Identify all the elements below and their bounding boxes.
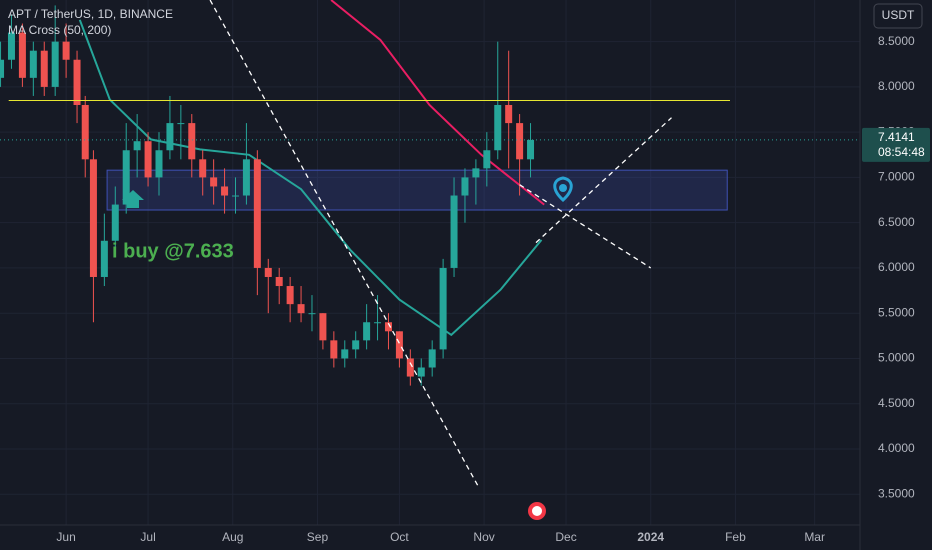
candle-body [18, 32, 26, 78]
x-tick-label: Jun [56, 530, 75, 544]
candle-body [40, 50, 48, 87]
candle-body [100, 240, 108, 277]
last-price-tag [862, 127, 930, 162]
candle-body [7, 32, 15, 60]
y-tick-label: 4.5000 [878, 396, 915, 410]
candle-body [384, 322, 392, 332]
x-tick-label: Nov [473, 530, 494, 544]
y-tick-label: 4.0000 [878, 441, 915, 455]
candle-body [62, 41, 70, 60]
candle-body [330, 340, 338, 359]
candle-body [188, 123, 196, 160]
x-tick-label: Sep [307, 530, 329, 544]
candle-body [374, 322, 382, 324]
candle-body [395, 331, 403, 359]
candle-body [199, 159, 207, 178]
event-icon[interactable] [528, 502, 546, 520]
currency[interactable]: USDT [882, 8, 915, 22]
candle-body [297, 304, 305, 314]
grid [0, 0, 860, 525]
y-tick-label: 8.5000 [878, 34, 915, 48]
x-tick-label: 2024 [637, 530, 664, 544]
candle-body [242, 159, 250, 196]
candle-body [352, 340, 360, 350]
x-tick-label: Dec [555, 530, 576, 544]
y-tick-label: 6.0000 [878, 260, 915, 274]
trend-line [519, 184, 652, 269]
candle-body [253, 159, 261, 268]
indicator-title: MA Cross (50, 200) [8, 23, 111, 37]
candle-body [308, 313, 316, 315]
y-tick-label: 7.0000 [878, 170, 915, 184]
candle-body [89, 159, 97, 277]
candle-body [417, 367, 425, 377]
candle-body [29, 50, 37, 78]
candle-body [264, 267, 272, 277]
candle-body [81, 105, 89, 160]
candle-body [450, 195, 458, 268]
buy-arrow [122, 190, 144, 208]
zone [106, 169, 728, 211]
x-tick-label: Oct [390, 530, 409, 544]
candle-body [210, 177, 218, 187]
candle-body [221, 186, 229, 196]
y-tick-label: 6.5000 [878, 215, 915, 229]
candle-body [472, 168, 480, 178]
last-price: 7.4141 [878, 130, 915, 144]
candle-body [111, 204, 119, 241]
annotation: i buy @7.633 [112, 240, 234, 262]
y-tick-label: 5.5000 [878, 305, 915, 319]
currency-box[interactable] [873, 3, 923, 29]
candle-body [527, 139, 535, 160]
candle-body [73, 59, 81, 105]
candle-body [461, 177, 469, 196]
y-tick-label: 8.0000 [878, 79, 915, 93]
symbol-title: APT / TetherUS, 1D, BINANCE [8, 7, 173, 21]
candle-body [286, 286, 294, 305]
candle-body [363, 322, 371, 341]
moving-average [330, 0, 545, 206]
location-pin [553, 176, 573, 203]
candle-body [516, 123, 524, 160]
x-tick-label: Mar [804, 530, 825, 544]
candle-body [494, 105, 502, 151]
candle-body [0, 59, 5, 78]
candle-body [133, 141, 141, 151]
trend-line [535, 117, 672, 244]
candle-body [177, 123, 185, 125]
countdown: 08:54:48 [878, 145, 925, 159]
candle-body [483, 150, 491, 169]
y-tick-label: 5.0000 [878, 351, 915, 365]
x-tick-label: Jul [140, 530, 155, 544]
candle-body [144, 141, 152, 178]
candle-body [166, 123, 174, 151]
candle-body [122, 150, 130, 205]
candle-body [341, 349, 349, 359]
plot-area [0, 0, 730, 488]
x-tick-label: Aug [222, 530, 243, 544]
candle-body [275, 276, 283, 287]
y-tick-label: 3.5000 [878, 486, 915, 500]
candle-body [319, 313, 327, 341]
trend-line [209, 0, 480, 488]
x-tick-label: Feb [725, 530, 746, 544]
candle-body [155, 150, 163, 178]
candle-body [428, 349, 436, 368]
candle-body [231, 195, 239, 197]
candle-body [51, 41, 59, 87]
candle-body [505, 105, 513, 124]
candle-body [439, 267, 447, 350]
candle-body [406, 358, 414, 377]
